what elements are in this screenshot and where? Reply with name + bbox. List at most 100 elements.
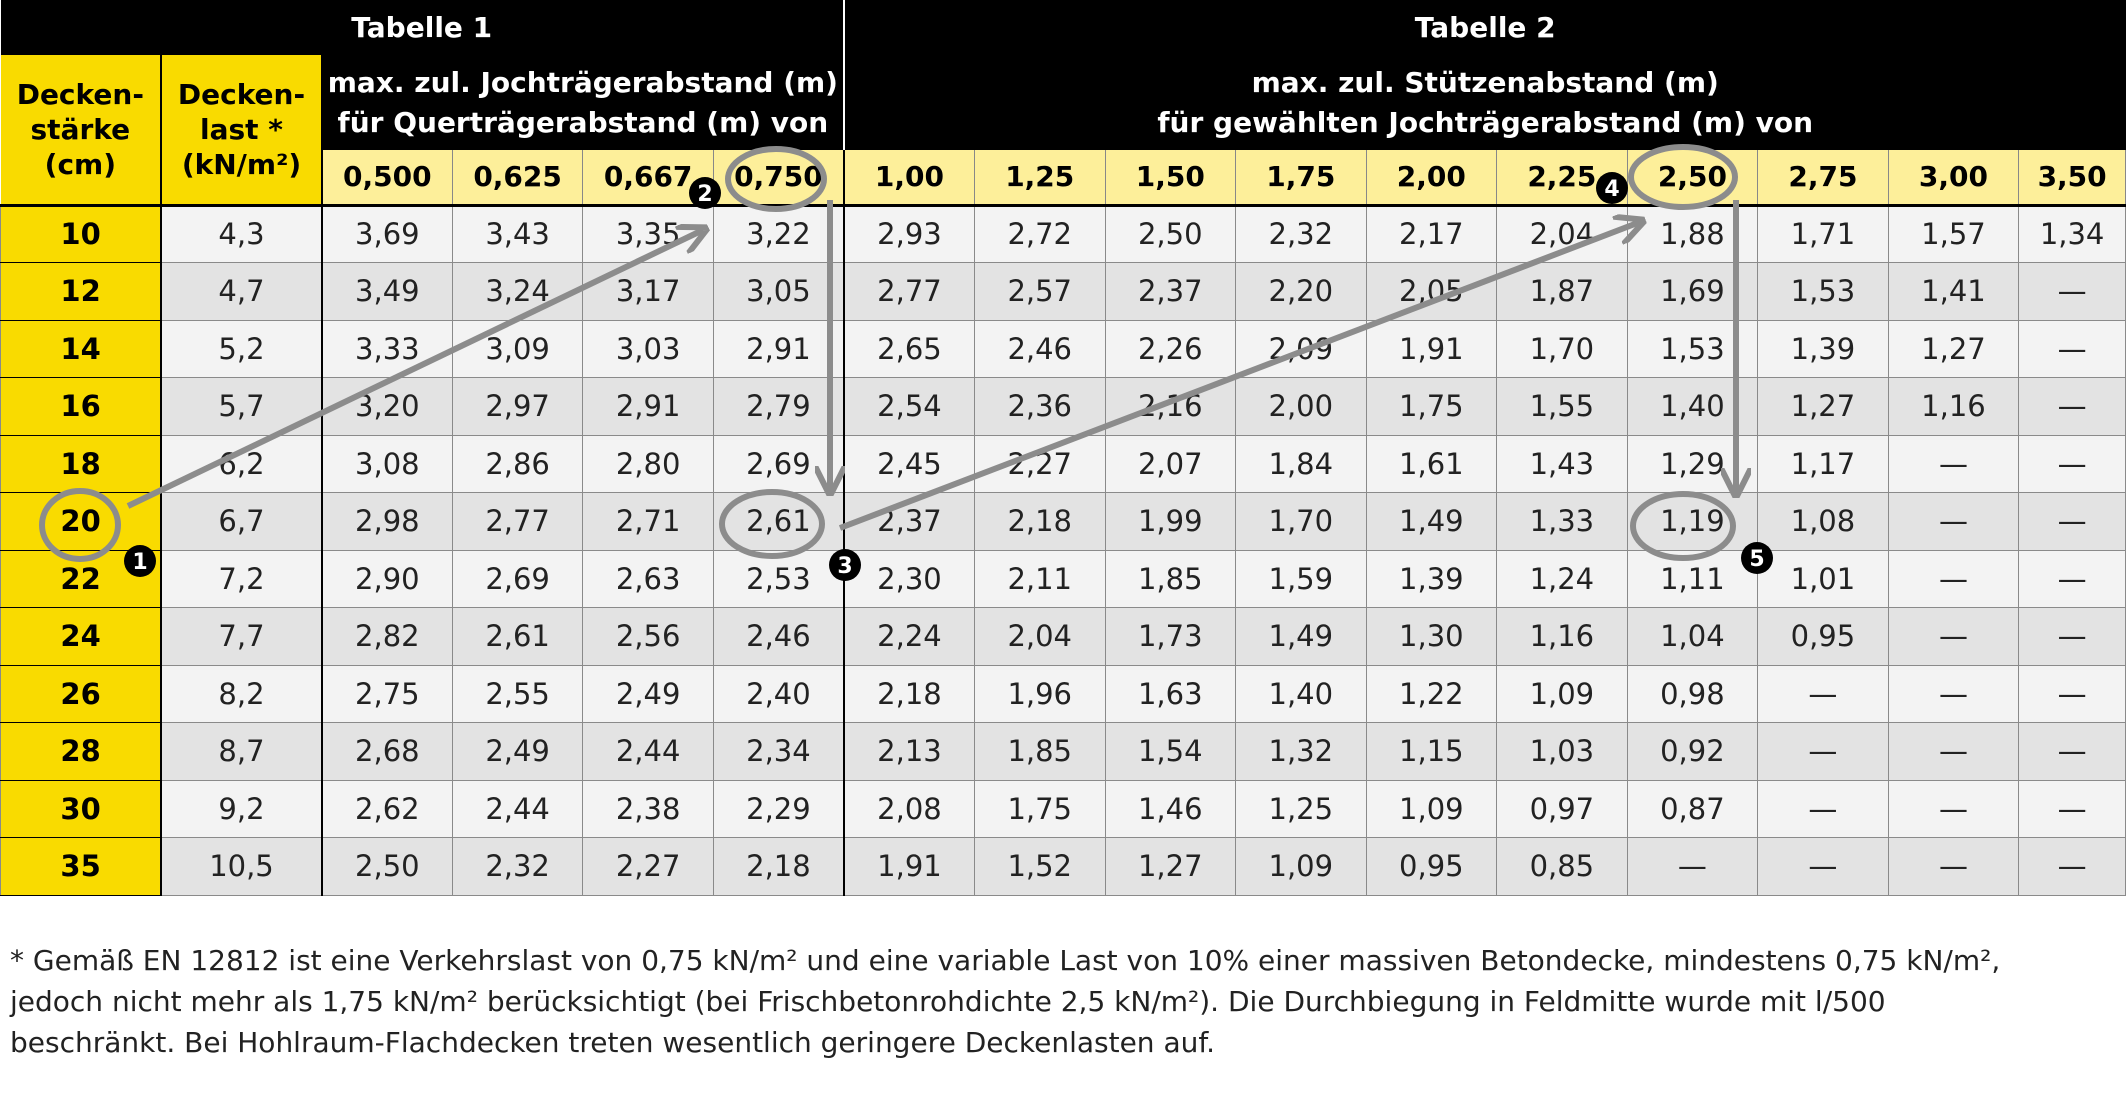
table1-value-cell: 2,80 <box>582 434 714 493</box>
table2-value-cell: 1,09 <box>1365 779 1498 838</box>
table-row: 24 7,7 2,82 2,61 2,56 2,46 2,24 2,04 1,73 1,49 1,3… <box>0 607 2126 666</box>
table1-value-cell: 2,63 <box>582 549 714 608</box>
table2-value-cell: 1,46 <box>1104 779 1237 838</box>
table2-value-cell: 1,85 <box>973 722 1106 781</box>
table1-value-cell: 2,44 <box>451 779 584 838</box>
table-row: 12 4,7 3,49 3,24 3,17 3,05 2,77 2,57 2,37 2,20 2,0… <box>0 262 2126 321</box>
table1-value-cell: 2,27 <box>582 837 714 896</box>
table2-value-cell: — <box>2018 607 2126 666</box>
table2-value-cell: 2,72 <box>973 204 1106 263</box>
table2-value-cell: 1,27 <box>1104 837 1237 896</box>
table1-value-cell: 2,62 <box>321 779 453 838</box>
table2-value-cell: — <box>1887 492 2020 551</box>
table2-value-cell: 1,29 <box>1626 434 1759 493</box>
table2-value-cell: — <box>2018 664 2126 723</box>
table2-value-cell: 2,57 <box>973 262 1106 321</box>
table2-value-cell: 2,18 <box>843 664 975 723</box>
thickness-cell: 26 <box>0 664 163 723</box>
table2-value-cell: 2,30 <box>843 549 975 608</box>
table1-value-cell: 2,86 <box>451 434 584 493</box>
table2-value-cell: 1,27 <box>1757 377 1889 436</box>
table1-value-cell: 3,05 <box>712 262 845 321</box>
table2-spacing-header: 2,75 <box>1757 150 1889 207</box>
table2-value-cell: 1,09 <box>1496 664 1628 723</box>
table1-description: max. zul. Jochträgerabstand (m) für Quer… <box>321 55 845 150</box>
table1-value-cell: 2,53 <box>712 549 845 608</box>
table2-value-cell: 2,04 <box>973 607 1106 666</box>
load-cell: 6,2 <box>160 434 323 493</box>
footnote-line: * Gemäß EN 12812 ist eine Verkehrslast v… <box>10 944 2001 977</box>
table1-value-cell: 2,50 <box>321 837 453 896</box>
table2-value-cell: 2,20 <box>1235 262 1367 321</box>
table2-value-cell: 1,25 <box>1235 779 1367 838</box>
load-cell: 5,2 <box>160 319 323 378</box>
table1-value-cell: 3,22 <box>712 204 845 263</box>
table2-value-cell: 0,95 <box>1365 837 1498 896</box>
table2-value-cell: 1,73 <box>1104 607 1237 666</box>
table2-value-cell: — <box>2018 722 2126 781</box>
table-row: 30 9,2 2,62 2,44 2,38 2,29 2,08 1,75 1,46 1,25 1,0… <box>0 779 2126 838</box>
table2-spacing-header: 1,25 <box>974 150 1106 207</box>
table2-value-cell: 1,39 <box>1757 319 1889 378</box>
table1-value-cell: 2,68 <box>321 722 453 781</box>
table2-value-cell: 0,92 <box>1626 722 1759 781</box>
table2-value-cell: 2,11 <box>973 549 1106 608</box>
table2-value-cell: 1,63 <box>1104 664 1237 723</box>
table2-value-cell: 1,16 <box>1887 377 2020 436</box>
table1-value-cell: 2,49 <box>451 722 584 781</box>
table1-value-cell: 2,49 <box>582 664 714 723</box>
table2-value-cell: 1,33 <box>1496 492 1628 551</box>
table2-value-cell: — <box>2018 549 2126 608</box>
table1-value-cell: 3,09 <box>451 319 584 378</box>
thickness-cell: 10 <box>0 204 163 263</box>
load-cell: 7,2 <box>160 549 323 608</box>
table2-description: max. zul. Stützenabstand (m) für gewählt… <box>843 55 2126 150</box>
table1-spacing-header: 0,500 <box>321 150 453 207</box>
table2-value-cell: 1,87 <box>1496 262 1628 321</box>
table1-value-cell: 2,82 <box>321 607 453 666</box>
table2-value-cell: 1,52 <box>973 837 1106 896</box>
table1-value-cell: 2,40 <box>712 664 845 723</box>
table2-value-cell: — <box>1887 779 2020 838</box>
table2-value-cell: 2,37 <box>1104 262 1237 321</box>
table2-value-cell: 1,41 <box>1887 262 2020 321</box>
table2-value-cell: 2,04 <box>1496 204 1628 263</box>
table2-value-cell: 1,40 <box>1235 664 1367 723</box>
load-cell: 4,7 <box>160 262 323 321</box>
table2-value-cell: 1,22 <box>1365 664 1498 723</box>
table2-value-cell: — <box>2018 377 2126 436</box>
thickness-cell: 30 <box>0 779 163 838</box>
table2-value-cell: 2,09 <box>1235 319 1367 378</box>
table2-value-cell: 1,91 <box>1365 319 1498 378</box>
table2-value-cell: 1,96 <box>973 664 1106 723</box>
table2-value-cell: 2,07 <box>1104 434 1237 493</box>
table2-value-cell: 1,70 <box>1235 492 1367 551</box>
table2-value-cell: — <box>2018 492 2126 551</box>
table2-spacing-header: 1,75 <box>1235 150 1367 207</box>
table2-value-cell: 2,18 <box>973 492 1106 551</box>
table2-value-cell: 0,97 <box>1496 779 1628 838</box>
table2-value-cell: 1,75 <box>1365 377 1498 436</box>
table2-spacing-header: 2,50 <box>1627 150 1759 207</box>
table2-value-cell: 1,57 <box>1887 204 2020 263</box>
table2-value-cell: 1,43 <box>1496 434 1628 493</box>
table1-value-cell: 2,38 <box>582 779 714 838</box>
table2-value-cell: 1,19 <box>1626 492 1759 551</box>
table2-value-cell: 1,39 <box>1365 549 1498 608</box>
table2-value-cell: 1,32 <box>1235 722 1367 781</box>
table2-value-cell: 1,59 <box>1235 549 1367 608</box>
table2-value-cell: 1,75 <box>973 779 1106 838</box>
table2-value-cell: — <box>2018 434 2126 493</box>
table1-spacing-header: 0,667 <box>582 150 714 207</box>
table2-value-cell: — <box>1757 837 1889 896</box>
table2-spacing-header: 3,00 <box>1888 150 2020 207</box>
table1-value-cell: 2,29 <box>712 779 845 838</box>
table1-value-cell: 2,77 <box>451 492 584 551</box>
thickness-header: Decken- stärke (cm) <box>0 55 163 207</box>
table2-value-cell: 2,17 <box>1365 204 1498 263</box>
table2-value-cell: 2,77 <box>843 262 975 321</box>
table2-value-cell: — <box>1626 837 1759 896</box>
table1-value-cell: 2,32 <box>451 837 584 896</box>
table2-value-cell: 2,37 <box>843 492 975 551</box>
table2-value-cell: 1,61 <box>1365 434 1498 493</box>
